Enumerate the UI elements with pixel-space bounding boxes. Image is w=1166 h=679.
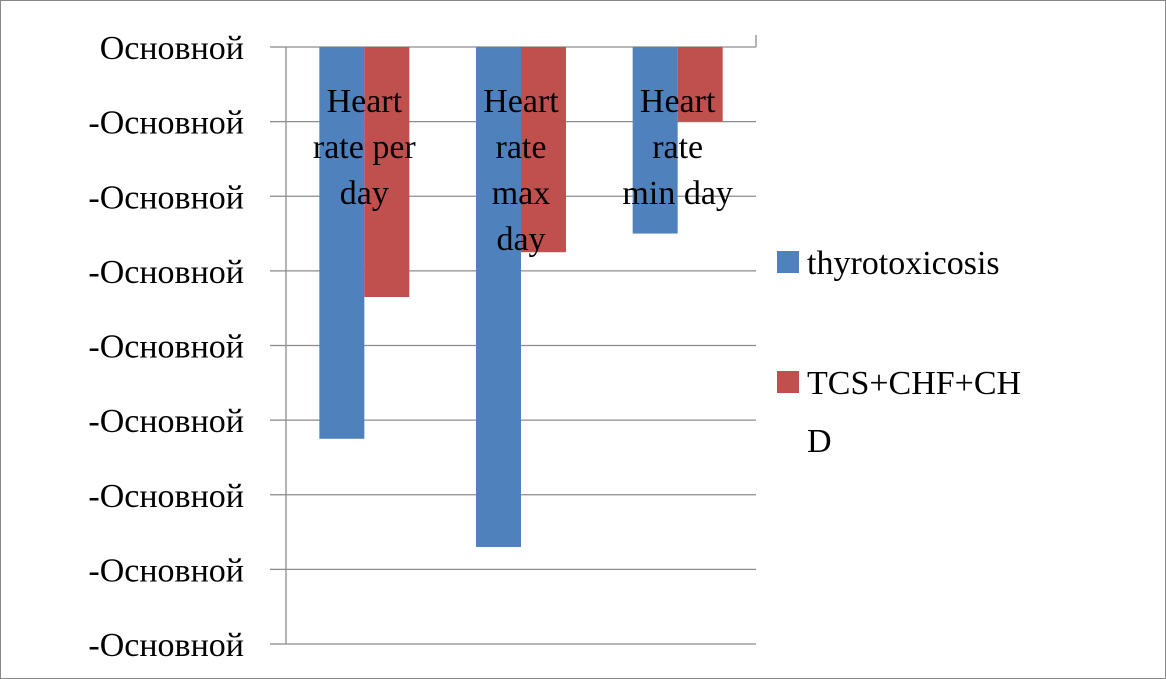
category-label: Heart [640, 83, 716, 120]
category-label: day [496, 221, 545, 258]
bar-tcs-chf-chd [521, 47, 566, 253]
category-label: Heart [483, 83, 559, 120]
y-tick-label: -Основной [88, 552, 244, 589]
category-label: Heart [327, 83, 403, 120]
legend-label: TCS+CHF+CH [807, 365, 1021, 402]
bar-tcs-chf-chd [677, 47, 723, 122]
y-tick-label: -Основной [88, 179, 244, 216]
legend-label: thyrotoxicosis [807, 245, 1000, 282]
category-label: day [340, 175, 389, 212]
bar-tcs-chf-chd [364, 47, 410, 297]
category-label: rate [496, 129, 547, 166]
y-tick-label: -Основной [88, 478, 244, 515]
category-label: max [492, 175, 551, 212]
y-tick-label: -Основной [88, 254, 244, 291]
y-tick-label: -Основной [88, 105, 244, 142]
category-label: rate [652, 129, 703, 166]
category-label: rate per [313, 129, 417, 166]
legend-label: D [807, 423, 832, 460]
bar-thyrotoxicosis [632, 47, 678, 234]
legend-swatch [777, 251, 799, 273]
bars [319, 47, 723, 547]
bar-thyrotoxicosis [476, 47, 521, 547]
bar-thyrotoxicosis [319, 47, 365, 439]
legend-swatch [777, 371, 799, 393]
y-tick-label: -Основной [88, 403, 244, 440]
y-tick-label: -Основной [88, 627, 244, 664]
y-tick-label: -Основной [88, 329, 244, 366]
legend: thyrotoxicosis TCS+CHF+CH D [777, 245, 1021, 460]
y-axis: Основной -Основной -Основной -Основной -Осно… [88, 30, 757, 664]
category-labels: Heart rate per day Heart rate max day Heart rate… [313, 83, 733, 258]
category-label: min day [622, 175, 732, 212]
y-tick-label: Основной [100, 30, 244, 67]
